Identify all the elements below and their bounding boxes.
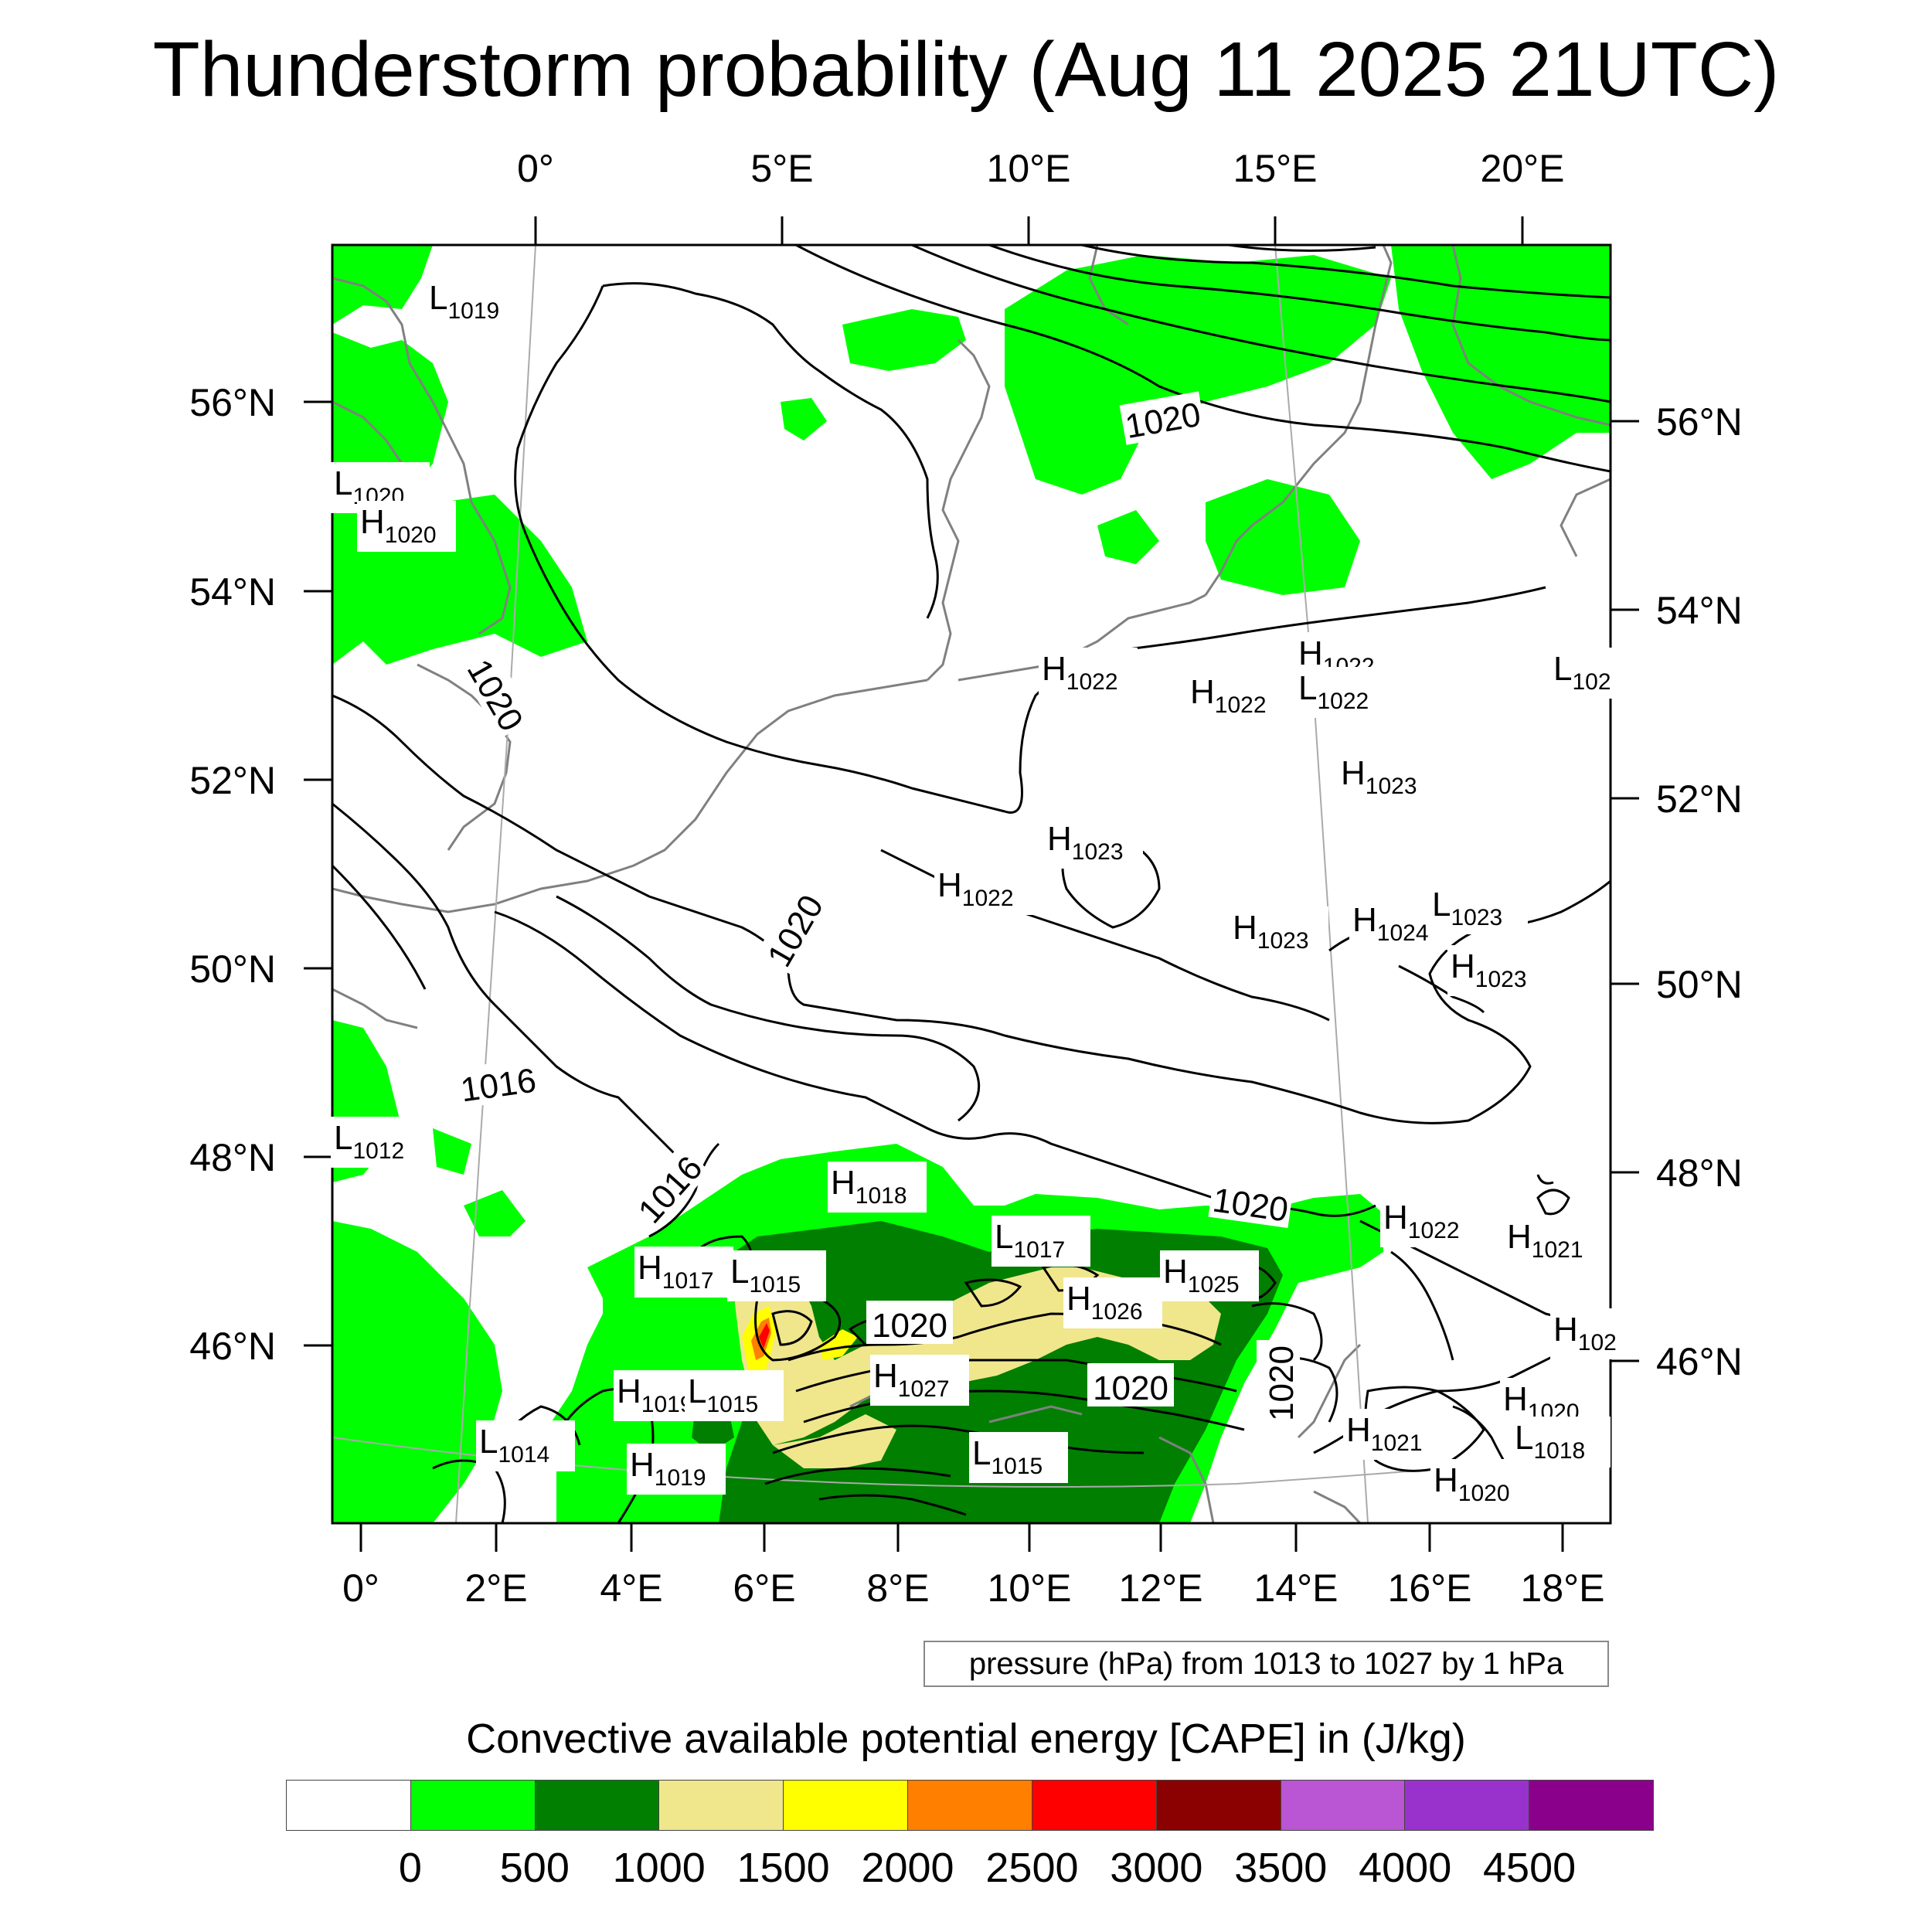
pressure-marker-label: H1020 (1434, 1461, 1510, 1506)
colorbar (286, 1780, 1654, 1831)
low-pressure-marker: L1014 (476, 1420, 575, 1471)
high-pressure-marker: H1023 (1447, 945, 1546, 996)
high-pressure-marker: H1027 (870, 1355, 969, 1406)
right-axis-label: 54°N (1656, 589, 1743, 632)
bottom-axis-label: 0° (342, 1566, 379, 1610)
top-axis-label: 15°E (1233, 147, 1318, 190)
top-axis-label: 20°E (1481, 147, 1565, 190)
low-pressure-marker: L102 (1550, 648, 1632, 699)
isobar-label: 1020 (1263, 1345, 1301, 1421)
top-axis-label: 10°E (987, 147, 1071, 190)
right-axis-label: 56°N (1656, 400, 1743, 444)
colorbar-swatch (1032, 1781, 1157, 1830)
high-pressure-marker: H1026 (1063, 1277, 1162, 1328)
colorbar-swatch (659, 1781, 784, 1830)
bottom-axis-label: 16°E (1388, 1566, 1472, 1610)
right-axis-labels: 56°N 54°N 52°N 50°N 48°N 46°N (1656, 400, 1743, 1383)
chart-title: Thunderstorm probability (Aug 11 2025 21… (152, 26, 1780, 113)
high-pressure-marker: H1025 (1160, 1250, 1259, 1301)
low-pressure-marker: L1015 (727, 1250, 826, 1301)
colorbar-tick-label: 0 (398, 1845, 422, 1891)
left-axis-label: 48°N (189, 1136, 276, 1179)
high-pressure-marker: H1019 (627, 1444, 726, 1495)
colorbar-tick-label: 2000 (861, 1845, 954, 1891)
low-pressure-marker: L1015 (969, 1432, 1068, 1483)
left-axis-label: 46°N (189, 1325, 276, 1368)
colorbar-swatch (1281, 1781, 1406, 1830)
right-axis-label: 50°N (1656, 963, 1743, 1006)
high-pressure-marker: H1018 (828, 1162, 927, 1213)
map-frame (331, 243, 1612, 1525)
colorbar-tick-label: 3000 (1110, 1845, 1203, 1891)
cape-2500-3000-field (759, 1323, 770, 1349)
pressure-note: pressure (hPa) from 1013 to 1027 by 1 hP… (923, 1641, 1609, 1687)
high-pressure-marker: H1021 (1504, 1216, 1603, 1267)
bottom-axis-label: 12°E (1119, 1566, 1203, 1610)
colorbar-tick-label: 4000 (1359, 1845, 1452, 1891)
bottom-axis-label: 6°E (733, 1566, 795, 1610)
left-axis-labels: 56°N 54°N 52°N 50°N 48°N 46°N (189, 381, 276, 1368)
bottom-axis-label: 18°E (1521, 1566, 1605, 1610)
right-axis-label: 52°N (1656, 777, 1743, 821)
bottom-axis-label: 4°E (600, 1566, 662, 1610)
low-pressure-marker: L1015 (685, 1370, 784, 1421)
low-pressure-marker: L1012 (331, 1117, 430, 1168)
top-axis-label: 0° (517, 147, 554, 190)
high-pressure-marker: H1021 (1343, 1409, 1442, 1460)
high-pressure-marker: H1020 (357, 501, 456, 552)
colorbar-tick-label: 4500 (1483, 1845, 1577, 1891)
low-pressure-marker: L1022 (1295, 667, 1394, 718)
colorbar-title: Convective available potential energy [C… (466, 1716, 1466, 1762)
right-axis-label: 46°N (1656, 1340, 1743, 1383)
bottom-axis-labels: 0° 2°E 4°E 6°E 8°E 10°E 12°E 14°E 16°E 1… (342, 1566, 1604, 1610)
top-axis-label: 5°E (750, 147, 813, 190)
isobar-label: 1020 (1093, 1369, 1168, 1407)
bottom-axis-label: 10°E (988, 1566, 1072, 1610)
colorbar-tick-label: 2500 (985, 1845, 1079, 1891)
high-pressure-marker: H1022 (1380, 1196, 1479, 1247)
pressure-marker-label: H102 (1553, 1311, 1617, 1355)
bottom-axis-label: 2°E (464, 1566, 527, 1610)
axis-ticks (304, 216, 1639, 1552)
colorbar-swatch (1529, 1781, 1653, 1830)
high-pressure-marker: H1022 (934, 864, 1033, 915)
colorbar-swatch (908, 1781, 1032, 1830)
coastlines (332, 245, 1611, 1523)
high-pressure-marker: H1023 (1044, 818, 1143, 869)
colorbar-swatch (287, 1781, 411, 1830)
colorbar-tick-label: 500 (499, 1845, 570, 1891)
right-axis-label: 48°N (1656, 1151, 1743, 1195)
low-pressure-marker: L1023 (1429, 883, 1528, 934)
top-axis-labels: 0° 5°E 10°E 15°E 20°E (517, 147, 1564, 190)
high-pressure-marker: H1022 (1039, 648, 1138, 699)
colorbar-tick-label: 1000 (612, 1845, 706, 1891)
pressure-marker-label: H1019 (630, 1446, 706, 1491)
colorbar-swatch (784, 1781, 909, 1830)
high-pressure-marker: H1017 (634, 1247, 733, 1298)
left-axis-label: 54°N (189, 570, 276, 614)
bottom-axis-label: 8°E (866, 1566, 929, 1610)
high-pressure-marker: H1023 (1338, 752, 1437, 803)
isobar-label: 1020 (872, 1307, 947, 1345)
high-pressure-marker: H1020 (1430, 1459, 1529, 1510)
high-pressure-marker: H1022 (1187, 671, 1286, 722)
colorbar-swatch (1156, 1781, 1281, 1830)
left-axis-label: 50°N (189, 947, 276, 991)
colorbar-swatch (410, 1781, 536, 1830)
colorbar-swatch (1405, 1781, 1530, 1830)
colorbar-swatch (535, 1781, 660, 1830)
bottom-axis-label: 14°E (1254, 1566, 1338, 1610)
left-axis-label: 52°N (189, 759, 276, 802)
pressure-marker-label: H1023 (1451, 947, 1527, 992)
colorbar-tick-label: 3500 (1234, 1845, 1328, 1891)
left-axis-label: 56°N (189, 381, 276, 424)
colorbar-tick-label: 1500 (736, 1845, 830, 1891)
high-pressure-marker: H1023 (1230, 906, 1328, 957)
high-pressure-marker: H102 (1550, 1308, 1632, 1359)
low-pressure-marker: L1019 (426, 277, 525, 328)
low-pressure-marker: L1017 (992, 1216, 1090, 1267)
